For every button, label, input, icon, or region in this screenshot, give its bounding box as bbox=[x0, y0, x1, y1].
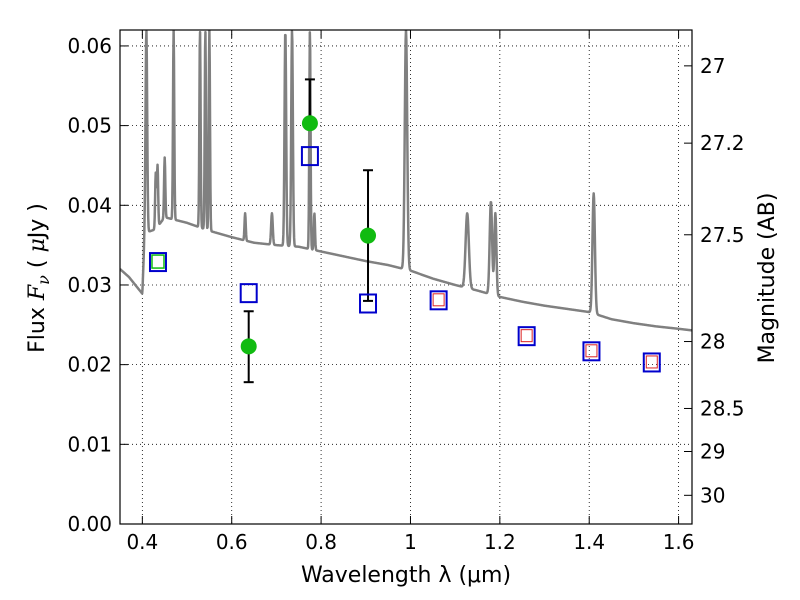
y-tick-label: 0.00 bbox=[67, 512, 112, 536]
observed-point bbox=[360, 227, 377, 244]
model-square bbox=[582, 341, 601, 362]
right-axis-label: Magnitude (AB) bbox=[755, 193, 780, 364]
model-square bbox=[148, 252, 167, 273]
right-tick-label: 28.5 bbox=[700, 396, 745, 420]
x-tick-label: 0.8 bbox=[305, 530, 337, 554]
model-square bbox=[359, 293, 378, 314]
y-tick-label: 0.03 bbox=[67, 273, 112, 297]
y-axis-ticks: 0.00 0.01 0.02 0.03 0.04 0.05 0.06 bbox=[67, 34, 128, 536]
model-square bbox=[517, 326, 536, 347]
model-inner-green bbox=[151, 254, 165, 269]
model-square bbox=[429, 290, 448, 311]
y-tick-label: 0.05 bbox=[67, 114, 112, 138]
y-tick-label: 0.02 bbox=[67, 353, 112, 377]
y-tick-label: 0.04 bbox=[67, 193, 112, 217]
right-axis-ticks: 27 27.2 27.5 28 28.5 29 30 bbox=[684, 54, 745, 507]
model-square bbox=[300, 146, 319, 167]
model-inner-red bbox=[432, 293, 445, 307]
x-axis-ticks: 0.4 0.6 0.8 1 1.2 1.4 1.6 bbox=[126, 30, 695, 554]
y-tick-label: 0.01 bbox=[67, 432, 112, 456]
x-tick-label: 0.4 bbox=[126, 530, 158, 554]
x-tick-label: 1.4 bbox=[573, 530, 605, 554]
model-photometry-squares bbox=[148, 146, 661, 373]
right-tick-label: 27.2 bbox=[700, 131, 745, 155]
observed-photometry-points bbox=[240, 115, 377, 355]
x-tick-label: 1.2 bbox=[484, 530, 516, 554]
y-tick-label: 0.06 bbox=[67, 34, 112, 58]
right-tick-label: 27.5 bbox=[700, 223, 745, 247]
right-tick-label: 29 bbox=[700, 439, 725, 463]
x-tick-label: 1 bbox=[404, 530, 417, 554]
plot-area bbox=[119, 29, 693, 525]
x-tick-label: 1.6 bbox=[663, 530, 695, 554]
observed-point bbox=[301, 115, 318, 132]
model-spectrum-line bbox=[120, 30, 692, 332]
right-tick-label: 28 bbox=[700, 330, 725, 354]
model-square bbox=[642, 352, 661, 373]
right-tick-label: 27 bbox=[700, 54, 725, 78]
y-axis-label: Flux Fν ( μJy ) bbox=[25, 203, 53, 353]
observed-point bbox=[240, 338, 257, 355]
model-inner-red bbox=[645, 355, 658, 369]
model-square bbox=[239, 283, 258, 304]
model-inner-red bbox=[520, 329, 533, 343]
x-tick-label: 0.6 bbox=[216, 530, 248, 554]
right-tick-label: 30 bbox=[700, 483, 725, 507]
plot-frame bbox=[119, 29, 693, 525]
x-axis-label: Wavelength λ (μm) bbox=[301, 563, 511, 588]
model-inner-red bbox=[585, 344, 598, 358]
